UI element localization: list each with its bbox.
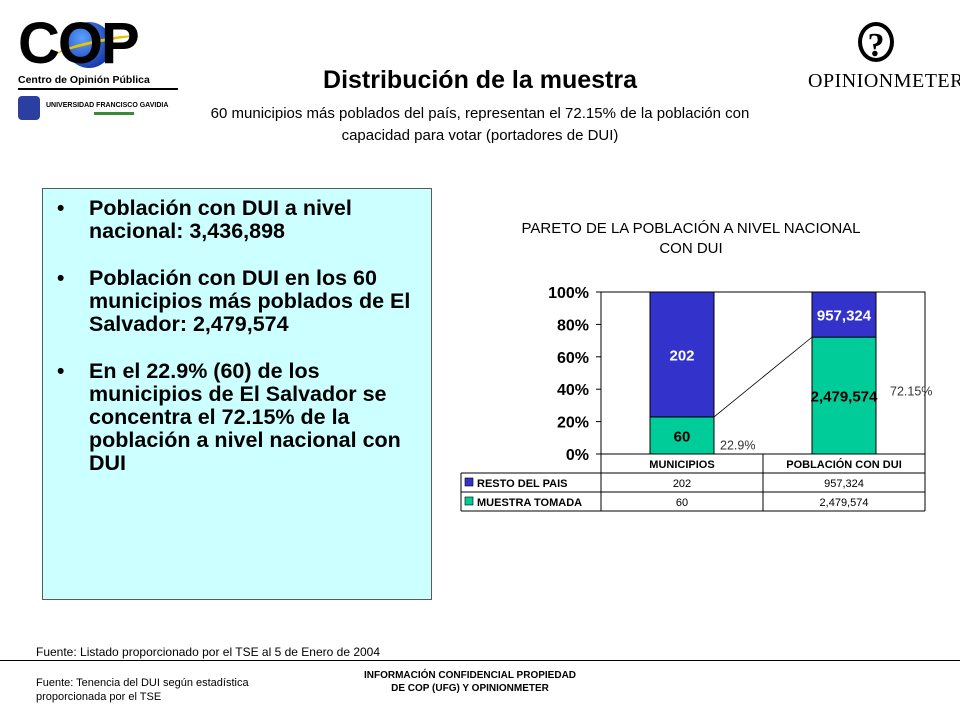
y-tick-label: 40% — [557, 382, 589, 399]
y-tick-label: 100% — [548, 285, 589, 302]
opinionmeter-logo: ? OPINIONMETER — [800, 18, 960, 98]
y-tick-label: 60% — [557, 350, 589, 367]
bullet: • — [57, 267, 65, 290]
question-mark-icon: ? — [858, 22, 894, 64]
info-item: • Población con DUI a nivel nacional: 3,… — [43, 197, 431, 243]
bar-label: 202 — [669, 347, 694, 364]
ufg-name: UNIVERSIDAD FRANCISCO GAVIDIA — [46, 102, 169, 109]
table-header: MUNICIPIOS — [649, 459, 714, 471]
bar-label: 2,479,574 — [811, 389, 878, 406]
y-tick-label: 0% — [566, 447, 589, 464]
pareto-line — [713, 336, 813, 418]
bullet: • — [57, 197, 65, 220]
cop-logo: COP Centro de Opinión Pública UNIVERSIDA… — [14, 14, 184, 124]
table-cell: 2,479,574 — [820, 497, 869, 509]
bar-segment — [811, 291, 877, 338]
ufg-bar — [94, 112, 134, 115]
info-item: • Población con DUI en los 60 municipios… — [43, 267, 431, 336]
table-cell: 60 — [676, 497, 688, 509]
bar-segment — [649, 291, 715, 418]
info-text: Población con DUI a nivel nacional: 3,43… — [89, 196, 352, 243]
cop-logo-text: COP — [18, 11, 140, 76]
source-note-dui: Fuente: Tenencia del DUI según estadísti… — [36, 677, 249, 703]
bar-label: 957,324 — [817, 308, 872, 325]
legend-swatch — [464, 477, 474, 487]
page-title: Distribución de la muestra — [323, 66, 637, 94]
bullet: • — [57, 360, 65, 383]
pareto-annotation: 72.15% — [890, 385, 932, 399]
y-tick-label: 80% — [557, 317, 589, 334]
info-text: En el 22.9% (60) de los municipios de El… — [89, 359, 401, 475]
info-list: • Población con DUI a nivel nacional: 3,… — [43, 189, 431, 475]
info-text: Población con DUI en los 60 municipios m… — [89, 266, 411, 336]
y-tick-label: 20% — [557, 415, 589, 432]
opinionmeter-text: OPINIONMETER — [808, 70, 960, 92]
legend-label: RESTO DEL PAIS — [477, 478, 567, 490]
table-cell: 202 — [673, 478, 691, 490]
legend-label: MUESTRA TOMADA — [477, 497, 582, 509]
ufg-seal-icon — [18, 96, 40, 120]
globe-icon — [66, 22, 112, 68]
cop-subtitle: Centro de Opinión Pública — [18, 74, 150, 86]
divider — [18, 88, 178, 90]
bar-segment — [649, 416, 715, 455]
bar-label: 60 — [674, 428, 691, 445]
pareto-chart: PARETO DE LA POBLACIÓN A NIVEL NACIONAL C… — [460, 220, 932, 512]
legend-swatch — [464, 496, 474, 506]
chart-title-line: CON DUI — [659, 240, 722, 257]
info-item: • En el 22.9% (60) de los municipios de … — [43, 360, 431, 475]
footer-divider — [0, 660, 960, 661]
pareto-annotation: 22.9% — [720, 439, 755, 453]
confidential-notice: INFORMACIÓN CONFIDENCIAL PROPIEDAD DE CO… — [300, 669, 640, 695]
confidential-line-2: DE COP (UFG) Y OPINIONMETER — [391, 683, 549, 694]
table-header: POBLACIÓN CON DUI — [786, 458, 902, 471]
confidential-line-1: INFORMACIÓN CONFIDENCIAL PROPIEDAD — [363, 670, 577, 681]
source-note-tse: Fuente: Listado proporcionado por el TSE… — [36, 645, 381, 659]
table-cell: 957,324 — [824, 478, 864, 490]
page-subtitle: 60 municipios más poblados del país, rep… — [210, 105, 750, 144]
chart-title-line: PARETO DE LA POBLACIÓN A NIVEL NACIONAL — [521, 220, 860, 237]
info-box: • Población con DUI a nivel nacional: 3,… — [42, 188, 432, 600]
